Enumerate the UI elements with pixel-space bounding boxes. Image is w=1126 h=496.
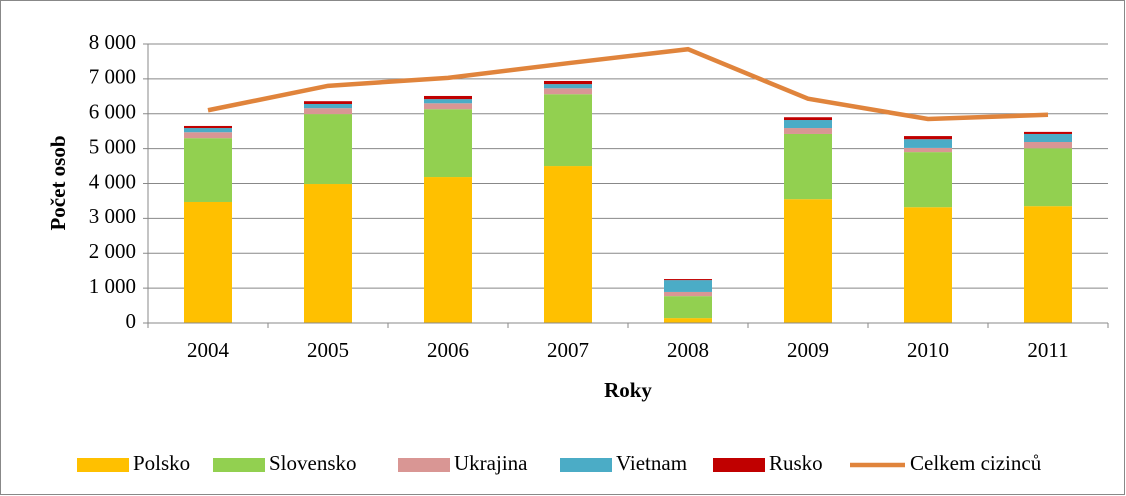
bar-segment — [304, 108, 352, 115]
x-axis-label: Roky — [604, 378, 652, 402]
bar-segment — [424, 95, 472, 100]
x-tick-label: 2009 — [787, 338, 829, 362]
x-tick-label: 2004 — [187, 338, 230, 362]
bar-segment — [904, 147, 952, 153]
bar-segment — [904, 207, 952, 323]
bar-segment — [664, 291, 712, 297]
y-tick-label: 5 000 — [89, 134, 136, 158]
bar-segment — [424, 177, 472, 323]
legend-swatch — [398, 458, 450, 472]
bar-segment — [424, 109, 472, 178]
bar-segment — [544, 166, 592, 323]
legend-label: Polsko — [133, 451, 190, 475]
y-tick-label: 6 000 — [89, 100, 136, 124]
bar-segment — [784, 120, 832, 129]
bar-segment — [664, 296, 712, 319]
y-tick-label: 0 — [126, 309, 137, 333]
bar-segment — [1024, 133, 1072, 142]
legend-label: Rusko — [769, 451, 823, 475]
y-tick-label: 8 000 — [89, 30, 136, 54]
x-tick-label: 2005 — [307, 338, 349, 362]
bar-segment — [424, 99, 472, 104]
bar-segment — [544, 94, 592, 167]
bar-segment — [544, 84, 592, 89]
x-tick-label: 2008 — [667, 338, 709, 362]
bar-segment — [304, 101, 352, 104]
x-tick-label: 2007 — [547, 338, 589, 362]
legend-label: Slovensko — [269, 451, 357, 475]
legend-swatch — [213, 458, 265, 472]
x-tick-label: 2010 — [907, 338, 949, 362]
y-axis-label: Počet osob — [46, 135, 70, 230]
bar-segment — [184, 132, 232, 139]
bar-segment — [184, 201, 232, 323]
bar-segment — [664, 280, 712, 292]
bar-segment — [304, 184, 352, 323]
bar-segment — [664, 318, 712, 323]
bar-segment — [544, 88, 592, 95]
bar-segment — [904, 152, 952, 208]
legend-label: Celkem cizinců — [910, 451, 1042, 475]
y-tick-label: 7 000 — [89, 65, 136, 89]
bar-segment — [784, 128, 832, 134]
bar-segment — [664, 279, 712, 281]
bar-segment — [184, 128, 232, 133]
legend-swatch — [560, 458, 612, 472]
bar-segment — [304, 103, 352, 109]
y-tick-label: 1 000 — [89, 274, 136, 298]
x-tick-label: 2011 — [1027, 338, 1068, 362]
bar-segment — [904, 139, 952, 148]
bar-segment — [304, 114, 352, 185]
bar-segment — [1024, 206, 1072, 323]
legend-label: Vietnam — [616, 451, 687, 475]
legend-swatch — [77, 458, 129, 472]
bar-segment — [784, 133, 832, 200]
y-tick-label: 3 000 — [89, 204, 136, 228]
bar-segment — [184, 125, 232, 129]
bar-segment — [1024, 141, 1072, 149]
y-tick-label: 4 000 — [89, 169, 136, 193]
legend-swatch — [713, 458, 765, 472]
bar-segment — [544, 80, 592, 85]
bar-segment — [784, 117, 832, 121]
bar-segment — [1024, 131, 1072, 134]
total-line — [207, 46, 1049, 122]
bar-segment — [784, 199, 832, 323]
x-tick-label: 2006 — [427, 338, 469, 362]
bar-segment — [1024, 148, 1072, 207]
legend-label: Ukrajina — [454, 451, 528, 475]
y-tick-label: 2 000 — [89, 239, 136, 263]
bar-segment — [424, 103, 472, 110]
bar-segment — [904, 136, 952, 140]
bar-segment — [184, 138, 232, 202]
